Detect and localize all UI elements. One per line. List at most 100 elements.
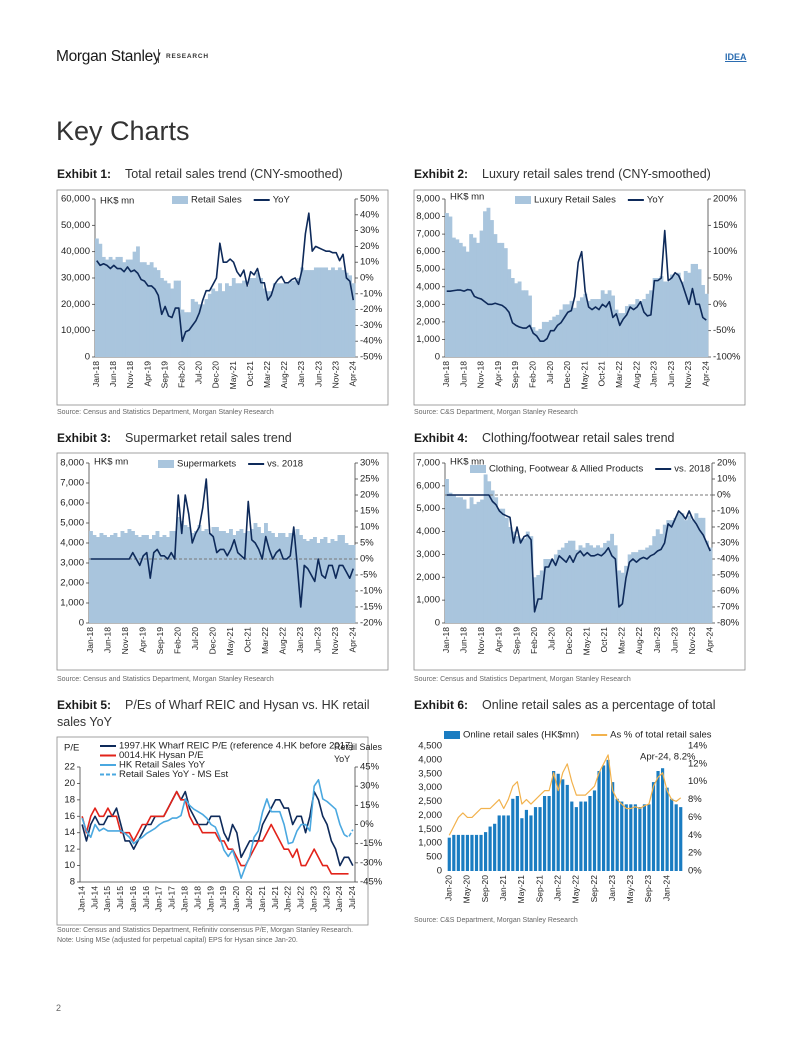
x-tick-label: Nov-23 [687, 627, 697, 655]
area-segment [120, 531, 125, 623]
y-tick-label: 40,000 [61, 246, 90, 257]
area-segment [529, 536, 534, 623]
x-tick-label: Dec-20 [562, 361, 572, 389]
bar [570, 801, 574, 871]
area-segment [300, 267, 305, 357]
y-tick-label: 8 [70, 877, 75, 888]
x-tick-label: Jan-18 [441, 627, 451, 653]
source-text: Source: Census and Statistics Department… [414, 676, 631, 683]
area-segment [103, 535, 107, 623]
bar [474, 834, 479, 871]
x-tick-label: Jan-20 [444, 875, 454, 901]
area-segment [348, 545, 352, 623]
exhibit-label: Exhibit 4: [414, 431, 469, 445]
y-axis-title: HK$ mn [94, 457, 128, 468]
area-segment [228, 285, 233, 357]
bar [456, 834, 460, 871]
area-segment [163, 280, 168, 357]
area-segment [635, 299, 640, 357]
bar [470, 834, 474, 871]
area-segment [662, 524, 667, 623]
area-segment [243, 533, 247, 623]
area-segment [451, 237, 456, 357]
area-segment [264, 523, 268, 623]
x-tick-label: Jun-18 [108, 361, 118, 387]
x-tick-label: Jan-23 [649, 361, 659, 387]
y-tick-label: 1,000 [60, 598, 84, 609]
area-segment [211, 288, 216, 357]
area-segment [557, 549, 562, 623]
line [96, 212, 355, 342]
x-tick-label: Nov-18 [120, 627, 130, 655]
y-tick-label: 9,000 [416, 194, 440, 205]
x-tick-label: Nov-23 [683, 361, 693, 389]
x-tick-label: Apr-24 [701, 361, 711, 387]
area-segment [313, 267, 318, 357]
area-segment [108, 256, 113, 357]
x-tick-label: May-21 [582, 627, 592, 656]
area-segment [112, 259, 116, 357]
x-tick-label: Aug-22 [279, 361, 289, 389]
y-tick-label: 2,000 [418, 810, 442, 821]
area-segment [585, 543, 590, 623]
area-segment [334, 270, 339, 357]
legend-label: As % of total retail sales [610, 730, 712, 741]
area-segment [201, 304, 205, 357]
y-tick-label: 1,000 [418, 838, 442, 849]
legend-label: Luxury Retail Sales [534, 195, 616, 206]
y-tick-label: 20,000 [61, 299, 90, 310]
x-tick-label: Jan-18 [441, 361, 451, 387]
area-segment [680, 281, 685, 357]
x-tick-label: Jun-18 [459, 627, 469, 653]
area-segment [459, 497, 463, 623]
area-segment [550, 559, 555, 623]
x-tick-label: Aug-22 [631, 361, 641, 389]
bar [524, 809, 529, 871]
bar [624, 804, 628, 871]
area-segment [222, 531, 226, 623]
area-segment [285, 537, 289, 623]
area-segment [578, 545, 583, 623]
source-text: Source: Census and Statistics Department… [57, 927, 354, 934]
legend-label: 0014.HK Hysan P/E [119, 750, 204, 761]
x-tick-label: Nov-18 [476, 361, 486, 389]
x-tick-label: Jun-23 [313, 361, 323, 387]
source-text: Source: C&S Department, Morgan Stanley R… [414, 917, 578, 924]
y2-tick-label: -5% [360, 570, 377, 581]
y-tick-label: 0 [435, 618, 440, 629]
x-tick-label: Jul-19 [218, 886, 228, 909]
area-segment [603, 543, 608, 623]
area-segment [225, 533, 230, 623]
area-segment [351, 283, 356, 357]
y2-tick-label: -60% [717, 586, 740, 597]
area-segment [327, 270, 332, 357]
area-segment [252, 278, 257, 357]
divider [158, 49, 159, 63]
x-tick-label: Oct-21 [243, 627, 253, 653]
source: Source: Census and Statistics Department… [57, 408, 387, 418]
area-segment [122, 262, 127, 357]
area-segment [573, 307, 577, 357]
area-segment [129, 259, 134, 357]
area-segment [187, 312, 192, 357]
x-tick-label: May-21 [225, 627, 235, 656]
area-segment [624, 306, 629, 357]
y2-tick-label: 0% [360, 554, 374, 565]
area-segment [278, 533, 282, 623]
area-segment [166, 283, 171, 357]
y2-tick-label: 15% [360, 800, 380, 811]
area-segment [448, 492, 453, 623]
area-segment [552, 316, 557, 357]
area-segment [669, 274, 674, 357]
section-label: RESEARCH [166, 53, 209, 60]
area-segment [490, 490, 495, 623]
y2-tick-label: -30% [360, 857, 383, 868]
exhibit-title: Supermarket retail sales trend [125, 431, 292, 445]
exhibit-heading: Exhibit 3: Supermarket retail sales trend [57, 430, 397, 447]
area-segment [292, 535, 296, 623]
y-tick-label: 22 [64, 762, 75, 773]
y2-tick-label: -50% [360, 352, 383, 363]
area-segment [281, 533, 286, 623]
area-segment [676, 513, 681, 623]
bar [620, 801, 624, 871]
